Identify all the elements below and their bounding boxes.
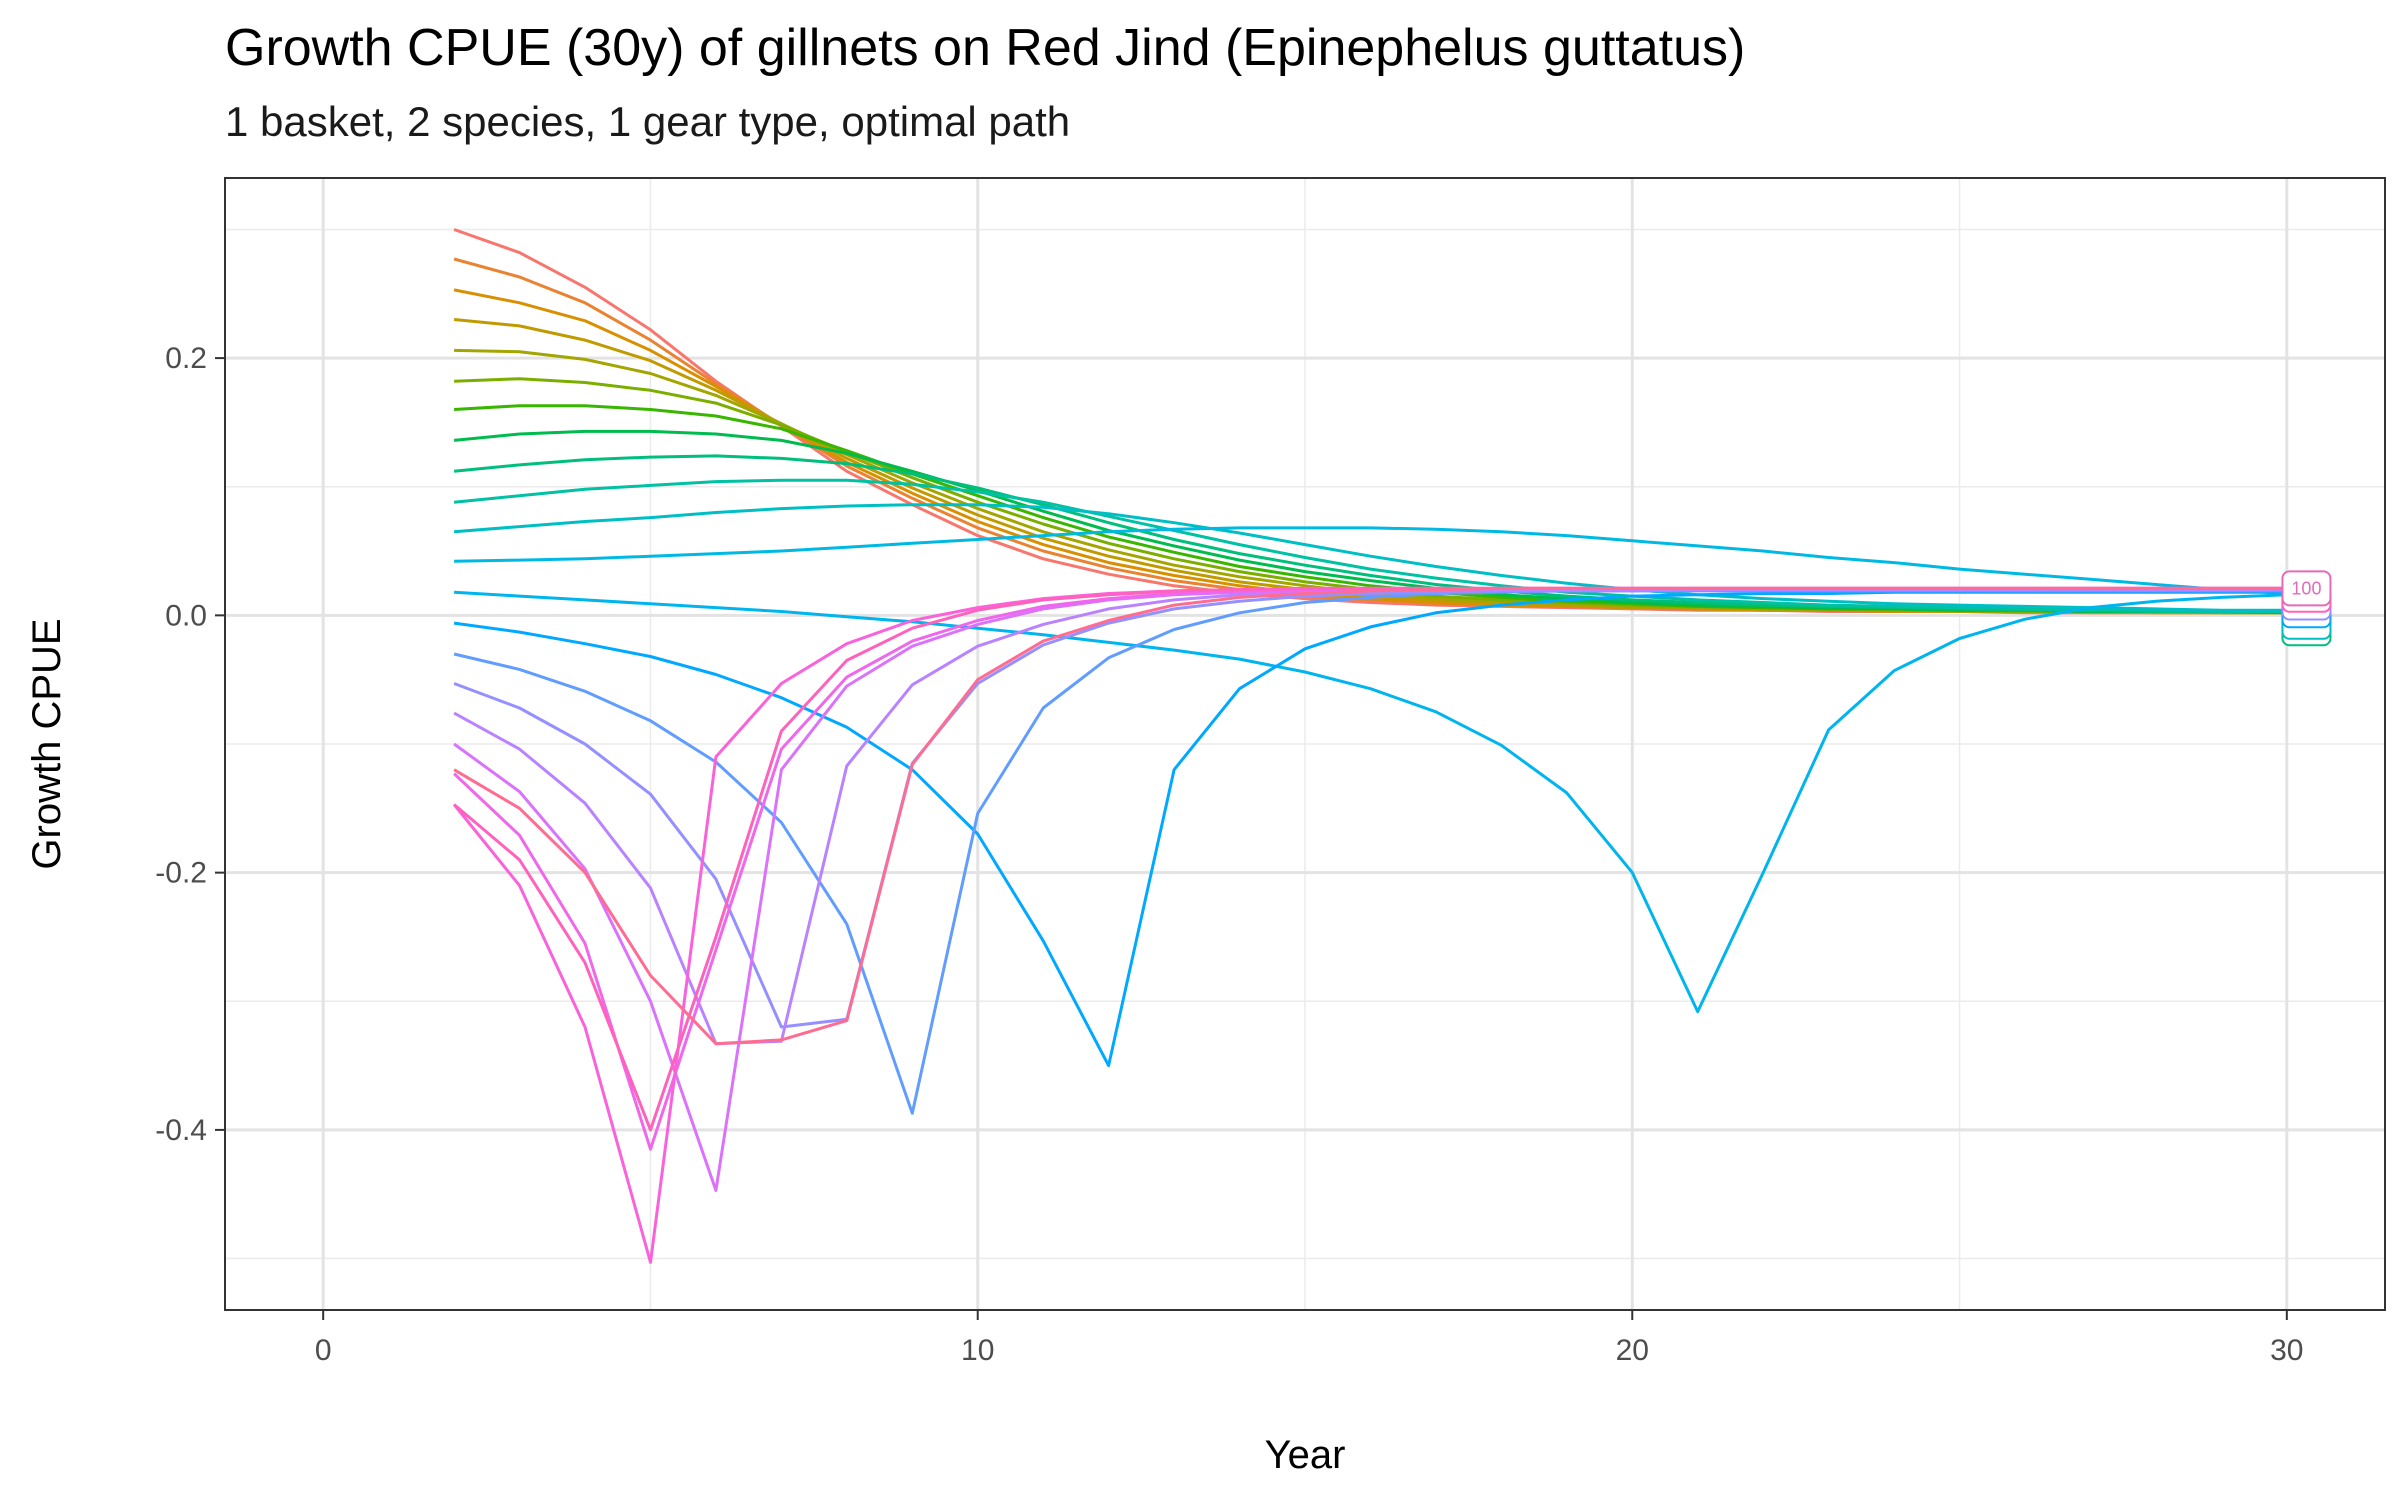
end-label-text: 100 (2291, 578, 2321, 598)
axes: 0 10 20 30 -0.4 -0.2 0.0 0.2 (155, 342, 2303, 1367)
y-tick-label: 0.0 (165, 599, 207, 632)
end-labels: 100 (2282, 571, 2330, 645)
x-tick-label: 30 (2270, 1334, 2303, 1367)
y-tick-label: -0.2 (155, 857, 207, 890)
series-line-14 (454, 592, 2287, 1065)
y-tick-label: 0.2 (165, 342, 207, 375)
series-line-15 (454, 591, 2287, 1113)
series-line-12 (454, 528, 2287, 594)
y-tick-label: -0.4 (155, 1114, 207, 1147)
series-line-3 (454, 290, 2287, 613)
series-line-19 (454, 588, 2287, 1149)
series-lines (454, 230, 2287, 1263)
grid (225, 178, 2385, 1310)
series-line-16 (454, 590, 2287, 1027)
series-line-13 (454, 592, 2287, 1011)
x-tick-label: 20 (1616, 1334, 1649, 1367)
x-tick-label: 0 (315, 1334, 332, 1367)
x-axis-title: Year (1265, 1433, 1346, 1477)
series-line-21 (454, 588, 2287, 1130)
y-axis-title: Growth CPUE (25, 618, 69, 869)
series-line-22 (454, 588, 2287, 1043)
series-line-17 (454, 590, 2287, 1044)
series-line-6 (454, 379, 2287, 613)
x-tick-label: 10 (961, 1334, 994, 1367)
